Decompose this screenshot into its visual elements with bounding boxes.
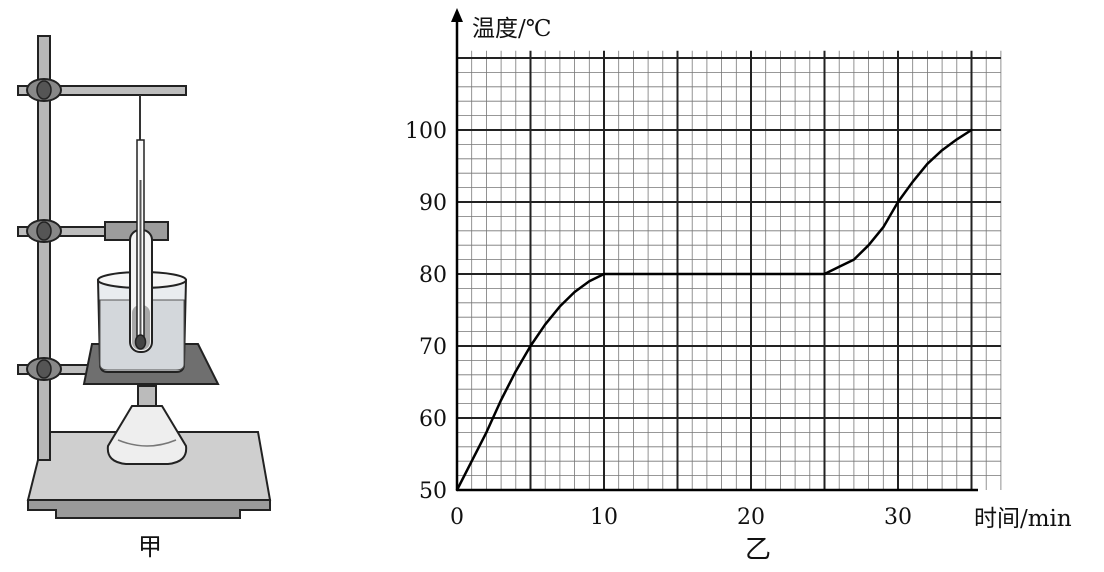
y-tick-label: 70 — [419, 335, 447, 360]
x-tick-label: 0 — [450, 505, 464, 530]
y-tick-label: 80 — [419, 263, 447, 288]
temperature-time-chart: 0 10 20 30 50 60 70 80 90 100 温度/℃ 时间/min 乙 — [405, 8, 1072, 565]
temperature-curve — [455, 128, 973, 492]
alcohol-lamp — [106, 385, 188, 465]
heating-apparatus-illustration: 甲 — [17, 35, 272, 561]
data-line-layer — [455, 128, 973, 492]
apparatus-label: 甲 — [138, 533, 162, 561]
x-tick-label: 30 — [884, 505, 912, 530]
stand-base-edge — [27, 499, 271, 519]
chart-label: 乙 — [745, 535, 771, 565]
x-tick-label: 10 — [590, 505, 618, 530]
lower-clamp-knob — [26, 357, 62, 381]
x-tick-label: 20 — [737, 505, 765, 530]
y-tick-label: 50 — [419, 479, 447, 504]
y-tick-label: 60 — [419, 407, 447, 432]
stand-rod — [37, 35, 51, 461]
y-tick-label: 100 — [405, 119, 447, 144]
minor-grid — [457, 50, 1002, 490]
top-clamp-knob — [26, 78, 62, 102]
major-grid — [457, 50, 1001, 490]
middle-clamp-knob — [26, 219, 62, 243]
y-axis-label: 温度/℃ — [472, 16, 551, 42]
tick-labels: 0 10 20 30 50 60 70 80 90 100 — [405, 119, 912, 530]
y-tick-label: 90 — [419, 191, 447, 216]
y-axis-arrow — [451, 8, 463, 22]
x-axis-label: 时间/min — [974, 506, 1072, 532]
top-arm — [17, 85, 187, 96]
thermometer — [134, 139, 147, 350]
